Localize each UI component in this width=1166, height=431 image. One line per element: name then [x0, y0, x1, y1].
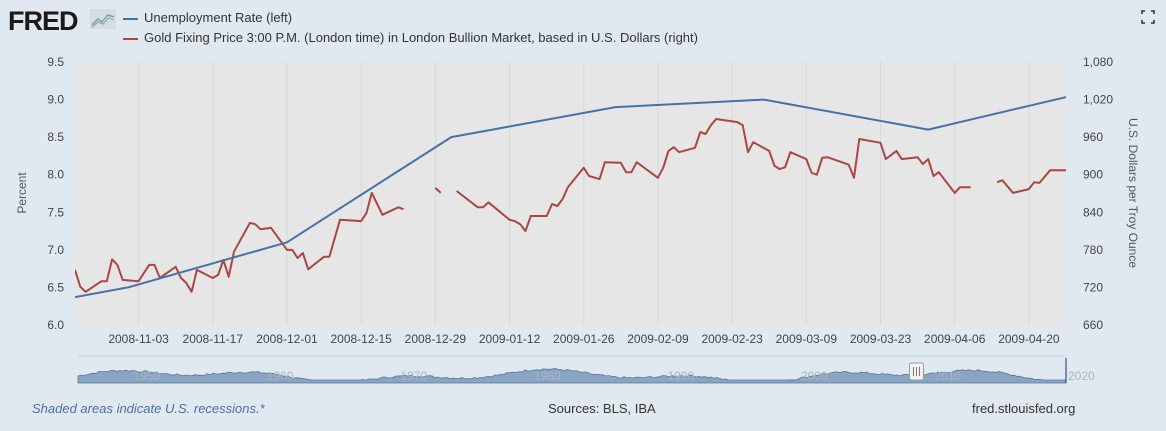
legend-item-unemployment[interactable]: Unemployment Rate (left) [123, 10, 292, 25]
y-left-tick-label: 6.5 [47, 280, 64, 294]
y-right-tick-label: 780 [1083, 243, 1103, 257]
navigator-year-label: 1950 [133, 369, 160, 383]
x-tick-label: 2009-03-09 [776, 332, 838, 346]
y-right-tick-label: 720 [1083, 280, 1103, 294]
x-tick-label: 2008-12-01 [256, 332, 318, 346]
legend-swatch-red [123, 37, 138, 40]
legend-label: Unemployment Rate (left) [144, 10, 293, 25]
gold-line [75, 118, 1066, 293]
navigator-year-label: 1960 [267, 369, 294, 383]
navigator-year-label: 1990 [667, 369, 694, 383]
fullscreen-icon[interactable] [1141, 10, 1155, 24]
navigator-year-label: 1980 [534, 369, 561, 383]
y-axis-left-title: Percent [15, 172, 29, 214]
sources-text: Sources: BLS, IBA [548, 401, 656, 416]
y-left-tick-label: 8.5 [47, 130, 64, 144]
legend-item-gold[interactable]: Gold Fixing Price 3:00 P.M. (London time… [123, 30, 698, 45]
navigator-year-label: 2000 [801, 369, 828, 383]
x-tick-label: 2009-01-26 [553, 332, 615, 346]
x-tick-label: 2009-04-06 [924, 332, 986, 346]
y-left-tick-label: 9.5 [47, 55, 64, 69]
navigator-year-label: 2010 [934, 369, 961, 383]
x-tick-label: 2009-03-23 [850, 332, 912, 346]
y-right-tick-label: 840 [1083, 205, 1103, 219]
y-left-tick-label: 7.5 [47, 205, 64, 219]
x-tick-label: 2009-02-23 [701, 332, 763, 346]
x-tick-label: 2009-04-20 [998, 332, 1060, 346]
y-left-tick-label: 8.0 [47, 168, 64, 182]
y-right-tick-label: 900 [1083, 168, 1103, 182]
legend-swatch-blue [123, 17, 138, 20]
x-tick-label: 2008-11-17 [183, 332, 244, 346]
plot-background [75, 62, 1066, 325]
y-right-tick-label: 960 [1083, 130, 1103, 144]
site-link[interactable]: fred.stlouisfed.org [972, 401, 1076, 416]
chart-spark-icon [90, 9, 116, 29]
y-axis-right-title: U.S. Dollars per Troy Ounce [1126, 118, 1140, 268]
x-tick-label: 2008-12-15 [330, 332, 392, 346]
legend-label: Gold Fixing Price 3:00 P.M. (London time… [144, 30, 698, 45]
y-left-tick-label: 6.0 [47, 318, 64, 332]
x-tick-label: 2008-12-29 [405, 332, 467, 346]
navigator-handle[interactable] [908, 362, 924, 381]
recession-note-link[interactable]: Shaded areas indicate U.S. recessions.* [32, 401, 265, 416]
navigator-year-label: 2020 [1068, 369, 1095, 383]
x-tick-label: 2008-11-03 [108, 332, 169, 346]
unemployment-series [75, 96, 1066, 299]
y-right-tick-label: 1,080 [1083, 55, 1113, 69]
gold-series [75, 118, 1066, 293]
y-right-tick-label: 1,020 [1083, 93, 1113, 107]
navigator-area [77, 367, 1067, 384]
x-tick-label: 2009-02-09 [627, 332, 689, 346]
x-tick-label: 2009-01-12 [479, 332, 541, 346]
unemployment-line [75, 96, 1066, 299]
navigator-year-label: 1970 [400, 369, 427, 383]
fred-logo[interactable]: FRED [8, 6, 78, 36]
y-left-tick-label: 7.0 [47, 243, 64, 257]
y-left-tick-label: 9.0 [47, 93, 64, 107]
y-right-tick-label: 660 [1083, 318, 1103, 332]
